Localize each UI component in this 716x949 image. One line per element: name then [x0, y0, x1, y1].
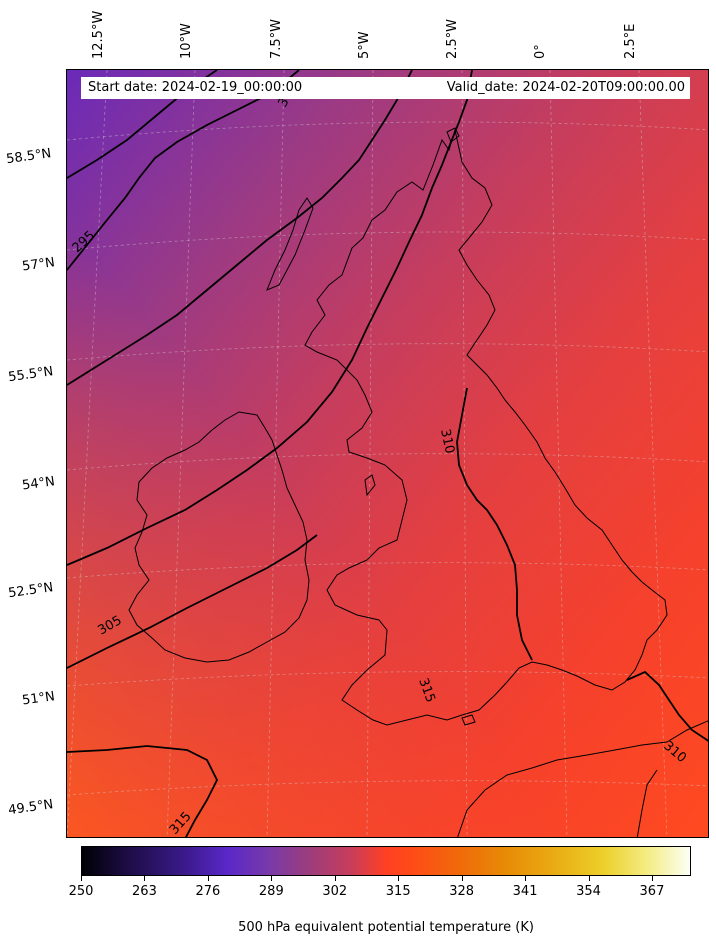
contours: [67, 70, 708, 837]
colorbar-tick-label: 276: [195, 884, 221, 899]
coast-great-britain: [304, 128, 668, 726]
lat-label-49-5n: 49.5°N: [7, 797, 55, 819]
contour-310-d: [626, 670, 708, 742]
colorbar-label: 500 hPa equivalent potential temperature…: [238, 920, 534, 935]
colorbar-tick: [271, 876, 273, 881]
lon-label-7-5w: 7.5°W: [269, 18, 284, 59]
colorbar-tick-label: 302: [322, 884, 348, 899]
lon-label-2-5w: 2.5°W: [445, 18, 460, 59]
colorbar-tick-label: 315: [385, 884, 411, 899]
lon-label-0: 0°: [533, 44, 548, 59]
lat-label-52-5n: 52.5°N: [7, 580, 55, 602]
coastlines: [128, 127, 708, 837]
colorbar-tick: [398, 876, 400, 881]
contour-310-b: [67, 534, 318, 669]
map-panel[interactable]: 295 300 305 310 310 310 315 315: [66, 69, 709, 838]
date-info-box: Start date: 2024-02-19_00:00:00 Valid_da…: [81, 77, 690, 99]
lat-label-55-5n: 55.5°N: [7, 364, 55, 386]
contour-315: [67, 745, 219, 837]
lat-label-51n: 51°N: [21, 689, 56, 709]
colorbar-tick-label: 328: [449, 884, 475, 899]
coast-isle-of-wight: [461, 714, 476, 726]
contour-310-c: [456, 387, 533, 661]
lon-label-12-5w: 12.5°W: [91, 10, 106, 59]
field-warm-overlay: [67, 70, 708, 837]
colorbar-tick: [144, 876, 146, 881]
lon-label-10w: 10°W: [179, 23, 194, 59]
graticule: [67, 70, 708, 837]
colorbar-tick: [207, 876, 209, 881]
lat-label-57n: 57°N: [21, 255, 56, 275]
colorbar-tick-label: 354: [576, 884, 601, 899]
colorbar-tick-label: 289: [258, 884, 284, 899]
colorbar-tick: [81, 876, 82, 881]
coast-ireland: [128, 411, 310, 663]
colorbar-tick: [461, 876, 463, 881]
lon-label-5w: 5°W: [357, 31, 372, 59]
coast-orkney: [446, 127, 460, 143]
colorbar-tick: [334, 876, 336, 881]
coast-isle-of-man: [364, 474, 376, 497]
colorbar-tick-label: 263: [132, 884, 157, 899]
contour-label-310-a: 310: [437, 428, 457, 455]
contour-310-a: [67, 70, 473, 566]
colorbar-tick: [525, 876, 527, 881]
map-canvas: 295 300 305 310 310 310 315 315: [67, 70, 708, 837]
colorbar-tick: [588, 876, 590, 881]
colorbar-tick-label: 367: [639, 884, 665, 899]
coast-france-inner: [636, 769, 658, 837]
colorbar-tick-label: 250: [68, 884, 94, 899]
colorbar-tick-label: 341: [512, 884, 538, 899]
lat-label-58-5n: 58.5°N: [5, 146, 53, 168]
valid-date-label: Valid_date: 2024-02-20T09:00:00.00: [446, 80, 685, 95]
start-date-label: Start date: 2024-02-19_00:00:00: [88, 80, 303, 95]
contour-305: [67, 70, 413, 386]
lat-label-54n: 54°N: [21, 474, 56, 494]
colorbar-tick: [651, 876, 653, 881]
colorbar: [81, 846, 691, 876]
lon-label-2-5e: 2.5°E: [623, 23, 638, 59]
coast-france: [457, 720, 708, 837]
